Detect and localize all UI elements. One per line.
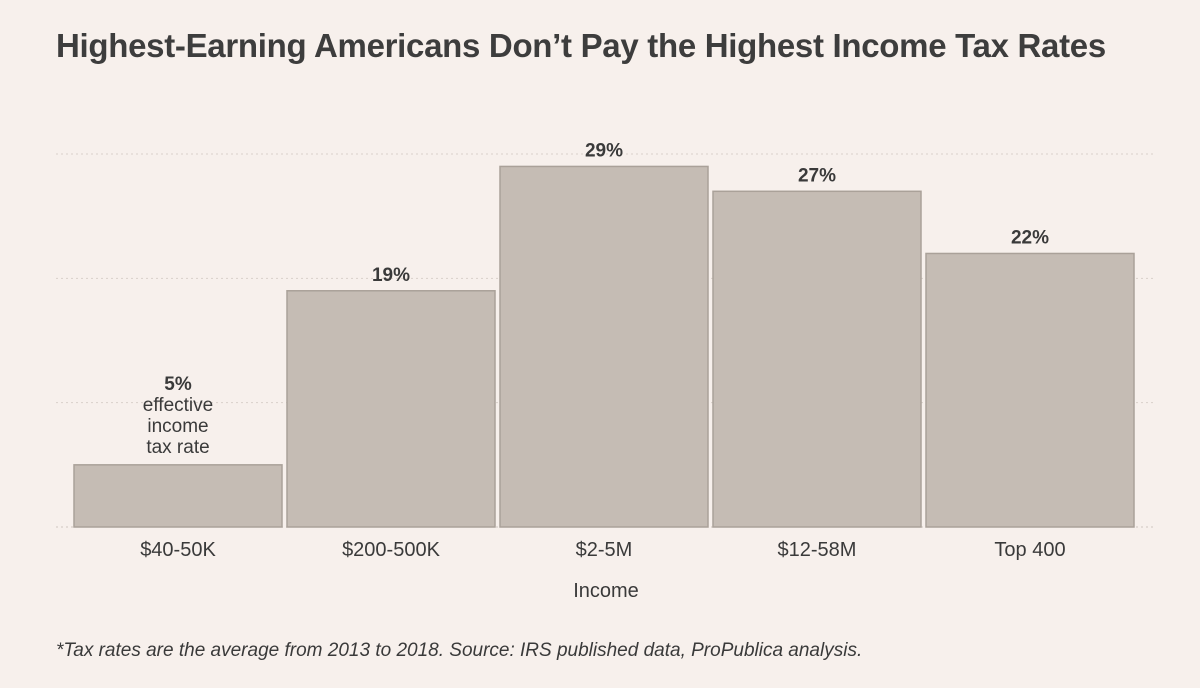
annotation-line: effective <box>143 395 213 416</box>
bar <box>286 290 496 528</box>
x-tick-labels: $40-50K $200-500K $2-5M $12-58M Top 400 <box>140 539 1065 561</box>
data-label: 19% <box>372 265 410 286</box>
x-tick-label: $12-58M <box>778 539 857 561</box>
annotation-line: income <box>147 416 208 437</box>
x-tick-label: Top 400 <box>994 539 1065 561</box>
x-axis-label: Income <box>573 580 639 602</box>
chart-title: Highest-Earning Americans Don’t Pay the … <box>56 27 1106 64</box>
bar <box>499 165 709 528</box>
bar <box>712 190 922 528</box>
data-label: 29% <box>585 140 623 161</box>
data-label: 27% <box>798 165 836 186</box>
annotation-line: tax rate <box>146 437 209 458</box>
x-tick-label: $40-50K <box>140 539 216 561</box>
bars <box>73 165 1135 528</box>
footnote: *Tax rates are the average from 2013 to … <box>56 640 863 661</box>
data-label: 22% <box>1011 227 1049 248</box>
x-tick-label: $2-5M <box>576 539 633 561</box>
x-tick-label: $200-500K <box>342 539 441 561</box>
bar <box>73 464 283 528</box>
bar <box>925 252 1135 528</box>
data-label: 5% <box>164 374 192 395</box>
